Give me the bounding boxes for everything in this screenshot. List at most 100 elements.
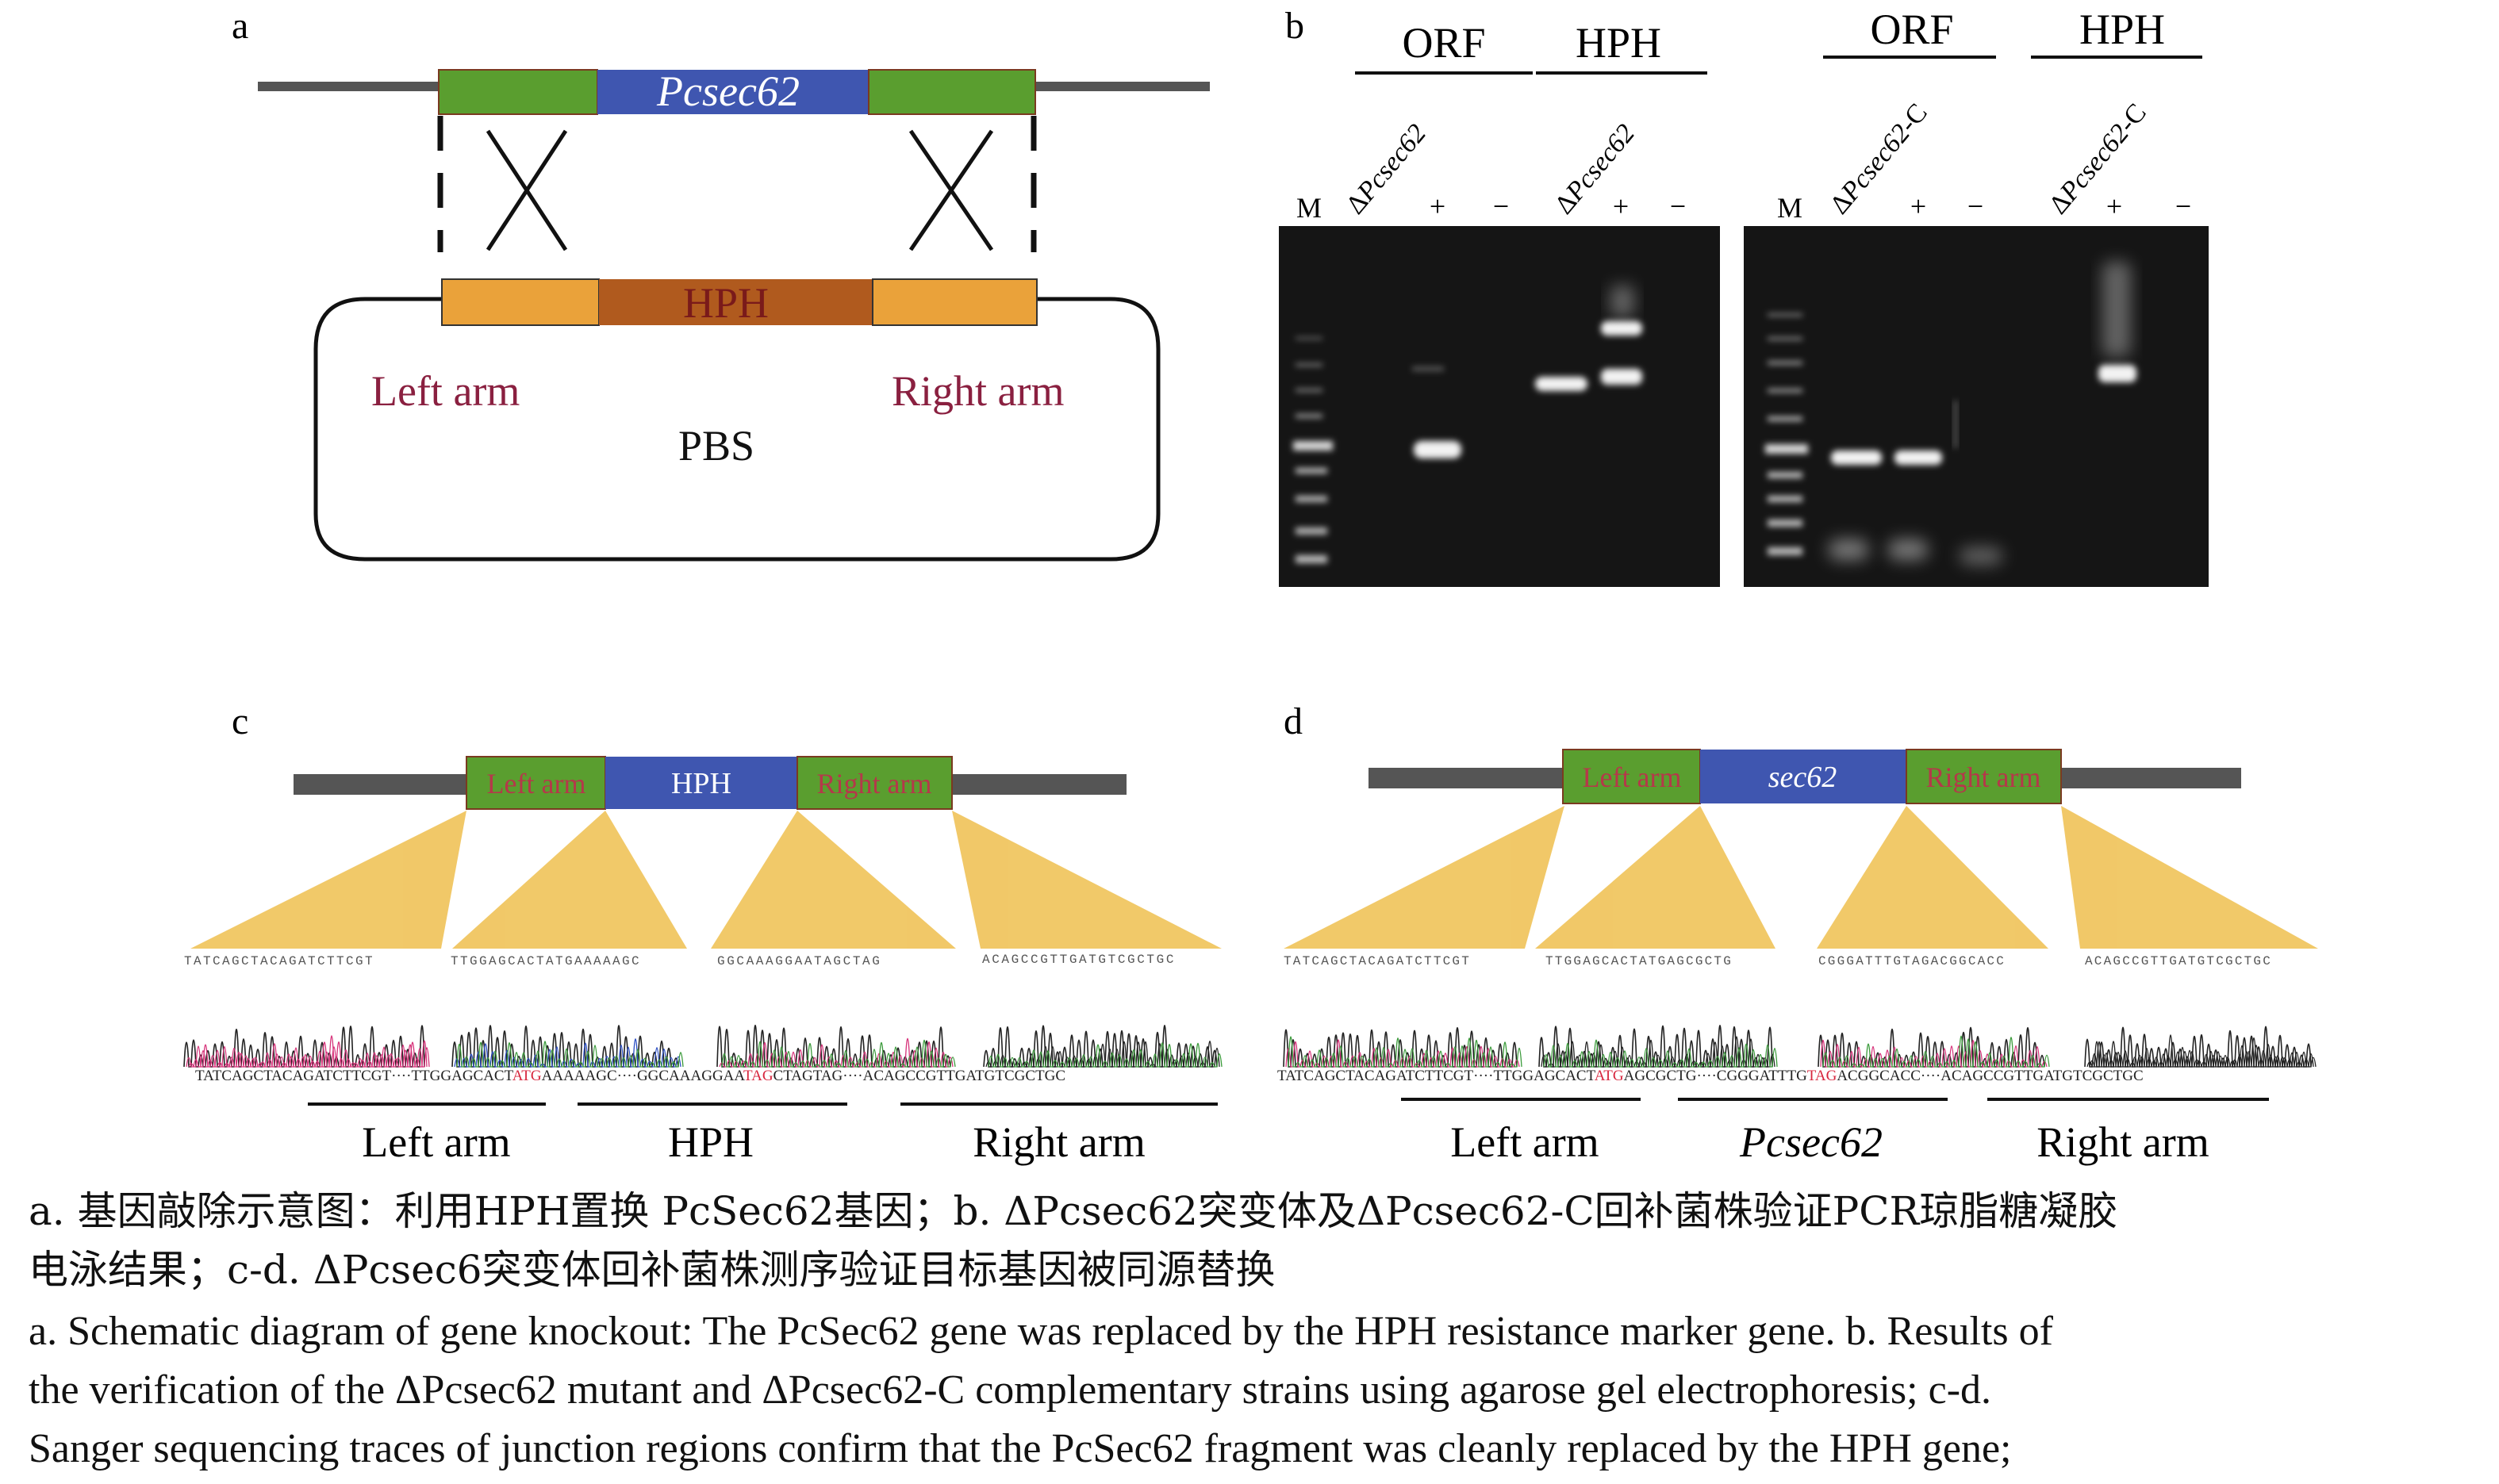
gel1-lane-plus2: + <box>1613 190 1629 222</box>
left-arm-construct <box>441 278 600 326</box>
panel-c-seq-top-1: TATCAGCTACAGATCTTCGT <box>184 954 374 968</box>
panel-d-left-arm-label: Left arm <box>1583 761 1682 793</box>
gel2-band-hph-smear <box>2102 262 2131 357</box>
panel-c-marker-label: HPH <box>671 767 731 800</box>
panel-c-right-arm-label: Right arm <box>817 768 932 800</box>
panel-b: b ORF HPH M ΔPcsec62 + − ΔPcsec62 + − <box>1279 5 2209 587</box>
gel2-lane-plus2: + <box>2106 190 2122 222</box>
gel2-lane-m: M <box>1777 192 1802 224</box>
marker-label: HPH <box>683 279 769 327</box>
panel-d-under-gene: Pcsec62 <box>1739 1118 1883 1166</box>
right-arm-genomic <box>868 69 1036 115</box>
panel-a-letter: a <box>232 5 248 47</box>
panel-c-seq-top-4: ACAGCCGTTGATGTCGCTGC <box>982 953 1176 967</box>
gel2-band-hph-plus <box>2098 365 2136 382</box>
panel-d-traces <box>1283 1025 2317 1068</box>
gel1-lane-minus: − <box>1493 190 1509 222</box>
panel-c-left-arm-label: Left arm <box>487 768 586 800</box>
gel2-primer-dimer-3 <box>1960 547 2002 565</box>
panel-d-under-right: Right arm <box>2036 1118 2209 1166</box>
panel-d-chromatogram-4-trace <box>2089 1034 2317 1068</box>
caption-en-line-3: Sanger sequencing traces of junction reg… <box>29 1426 2012 1471</box>
gel2-primer-dimer-1 <box>1829 539 1868 560</box>
panel-c-under-hph: HPH <box>668 1118 754 1166</box>
gel2-image <box>1744 226 2209 587</box>
gene-block <box>597 70 869 114</box>
panel-d-right-arm-label: Right arm <box>1926 761 2041 793</box>
gel1-band-hph-plus-smear <box>1610 286 1634 317</box>
gel1-bands <box>1412 286 1642 458</box>
panel-c-marker <box>605 757 797 809</box>
panel-c-seq-bottom: TATCAGCTACAGATCTTCGT····TTGGAGCACTATGAAA… <box>195 1068 1065 1084</box>
gel2-bands <box>1829 262 2136 565</box>
gel1-band-orf-plus <box>1414 441 1461 458</box>
panel-d-seq-bottom: TATCAGCTACAGATCTTCGT····TTGGAGCACTATGAGC… <box>1277 1068 2144 1084</box>
gel2-primer-dimer-2 <box>1888 539 1928 560</box>
panel-d-chromatogram-2-trace <box>1541 1036 1775 1068</box>
gel1-group-hph: HPH <box>1576 19 1661 67</box>
gel1-group-orf: ORF <box>1402 19 1485 67</box>
gel2-lane-minus2: − <box>2175 190 2191 222</box>
right-arm-label: Right arm <box>892 367 1064 415</box>
panel-d-chromatogram-2-trace <box>1543 1039 1778 1068</box>
panel-d-chromatogram-3-trace <box>1822 1035 2050 1068</box>
gel1-band-hph-plus-a <box>1601 321 1642 336</box>
panel-c-chromatogram-4-trace <box>988 1042 1223 1068</box>
panel-c-chromatogram-3-trace <box>721 1039 956 1068</box>
panel-d-chromatogram-1-trace <box>1288 1036 1522 1068</box>
panel-d-gene <box>1700 750 1906 803</box>
panel-d-seq-top-1: TATCAGCTACAGATCTTCGT <box>1284 954 1471 968</box>
panel-d-chromatogram-1-trace <box>1285 1039 1520 1068</box>
panel-c-chromatogram-2-trace <box>456 1041 684 1068</box>
right-arm-construct <box>872 278 1038 326</box>
gel1-lane-plus: + <box>1430 190 1445 222</box>
caption-en-line-1: a. Schematic diagram of gene knockout: T… <box>29 1309 2053 1354</box>
gel1-lane-m: M <box>1296 192 1322 224</box>
gel1-band-hph-plus-b <box>1601 369 1642 385</box>
plasmid-label: PBS <box>678 422 754 470</box>
figure: a Pcsec62 HPH Left arm Right arm PBS b <box>183 5 2318 1166</box>
gel2-lane-minus: − <box>1967 190 1983 222</box>
panel-d-zoom-triangles <box>1284 806 2318 949</box>
panel-d-chromatogram-4-trace <box>2084 1026 2312 1068</box>
marker-block <box>599 279 873 325</box>
panel-c-chromatogram-1-trace <box>188 1041 430 1068</box>
crossover-right <box>908 129 994 251</box>
panel-d-gene-label: sec62 <box>1768 761 1837 794</box>
gel2-band-orf-comp <box>1831 451 1882 465</box>
panel-a: a Pcsec62 HPH Left arm Right arm PBS <box>232 5 1210 562</box>
plasmid-outline <box>313 297 1161 562</box>
gel2-lane-plus: + <box>1910 190 1926 222</box>
panel-c-left-arm <box>466 756 606 810</box>
panel-d-seq-top-2: TTGGAGCACTATGAGCGCTG <box>1545 954 1733 968</box>
panel-b-letter: b <box>1285 5 1304 47</box>
gel1-image <box>1279 226 1720 587</box>
gel2-group-orf: ORF <box>1870 6 1953 53</box>
gel2-ladder <box>1765 313 1808 555</box>
gel1-ladder <box>1293 337 1333 563</box>
panel-c-chromatogram-2-trace <box>454 1038 681 1068</box>
crossover-left <box>486 129 568 251</box>
gel2-group-hph: HPH <box>2079 6 2165 53</box>
panel-c-seq-top-2: TTGGAGCACTATGAAAAAGC <box>451 954 641 968</box>
gel2-band-orf-plus <box>1894 451 1942 465</box>
gene-label: Pcsec62 <box>656 67 800 115</box>
caption-zh-line-1: a. 基因敲除示意图：利用HPH置换 PcSec62基因；b. ΔPcsec62… <box>29 1188 2118 1234</box>
panel-d-left-arm <box>1562 749 1701 804</box>
panel-d-chromatogram-3-trace <box>1820 1039 2048 1068</box>
panel-c-chromatogram-4-trace <box>985 1040 1220 1068</box>
gel1-lane-mutant: ΔPcsec62 <box>1341 119 1432 220</box>
left-arm-genomic <box>438 69 598 115</box>
panel-d-seq-top-3: CGGGATTTGTAGACGGCACC <box>1818 954 2006 968</box>
gel1-band-hph-mutant <box>1535 377 1587 391</box>
panel-d-chromatogram-4-trace <box>2086 1037 2314 1068</box>
panel-c-under-left: Left arm <box>362 1118 510 1166</box>
panel-c-under-right: Right arm <box>973 1118 1145 1166</box>
panel-d-seq-top-4: ACAGCCGTTGATGTCGCTGC <box>2085 954 2272 968</box>
panel-c-letter: c <box>232 700 248 742</box>
panel-d-right-arm <box>1906 749 2062 804</box>
panel-c-right-arm <box>797 756 953 810</box>
panel-c-zoom-triangles <box>190 811 1222 949</box>
panel-c-traces <box>183 1024 1223 1068</box>
panel-d-under-left: Left arm <box>1450 1118 1599 1166</box>
